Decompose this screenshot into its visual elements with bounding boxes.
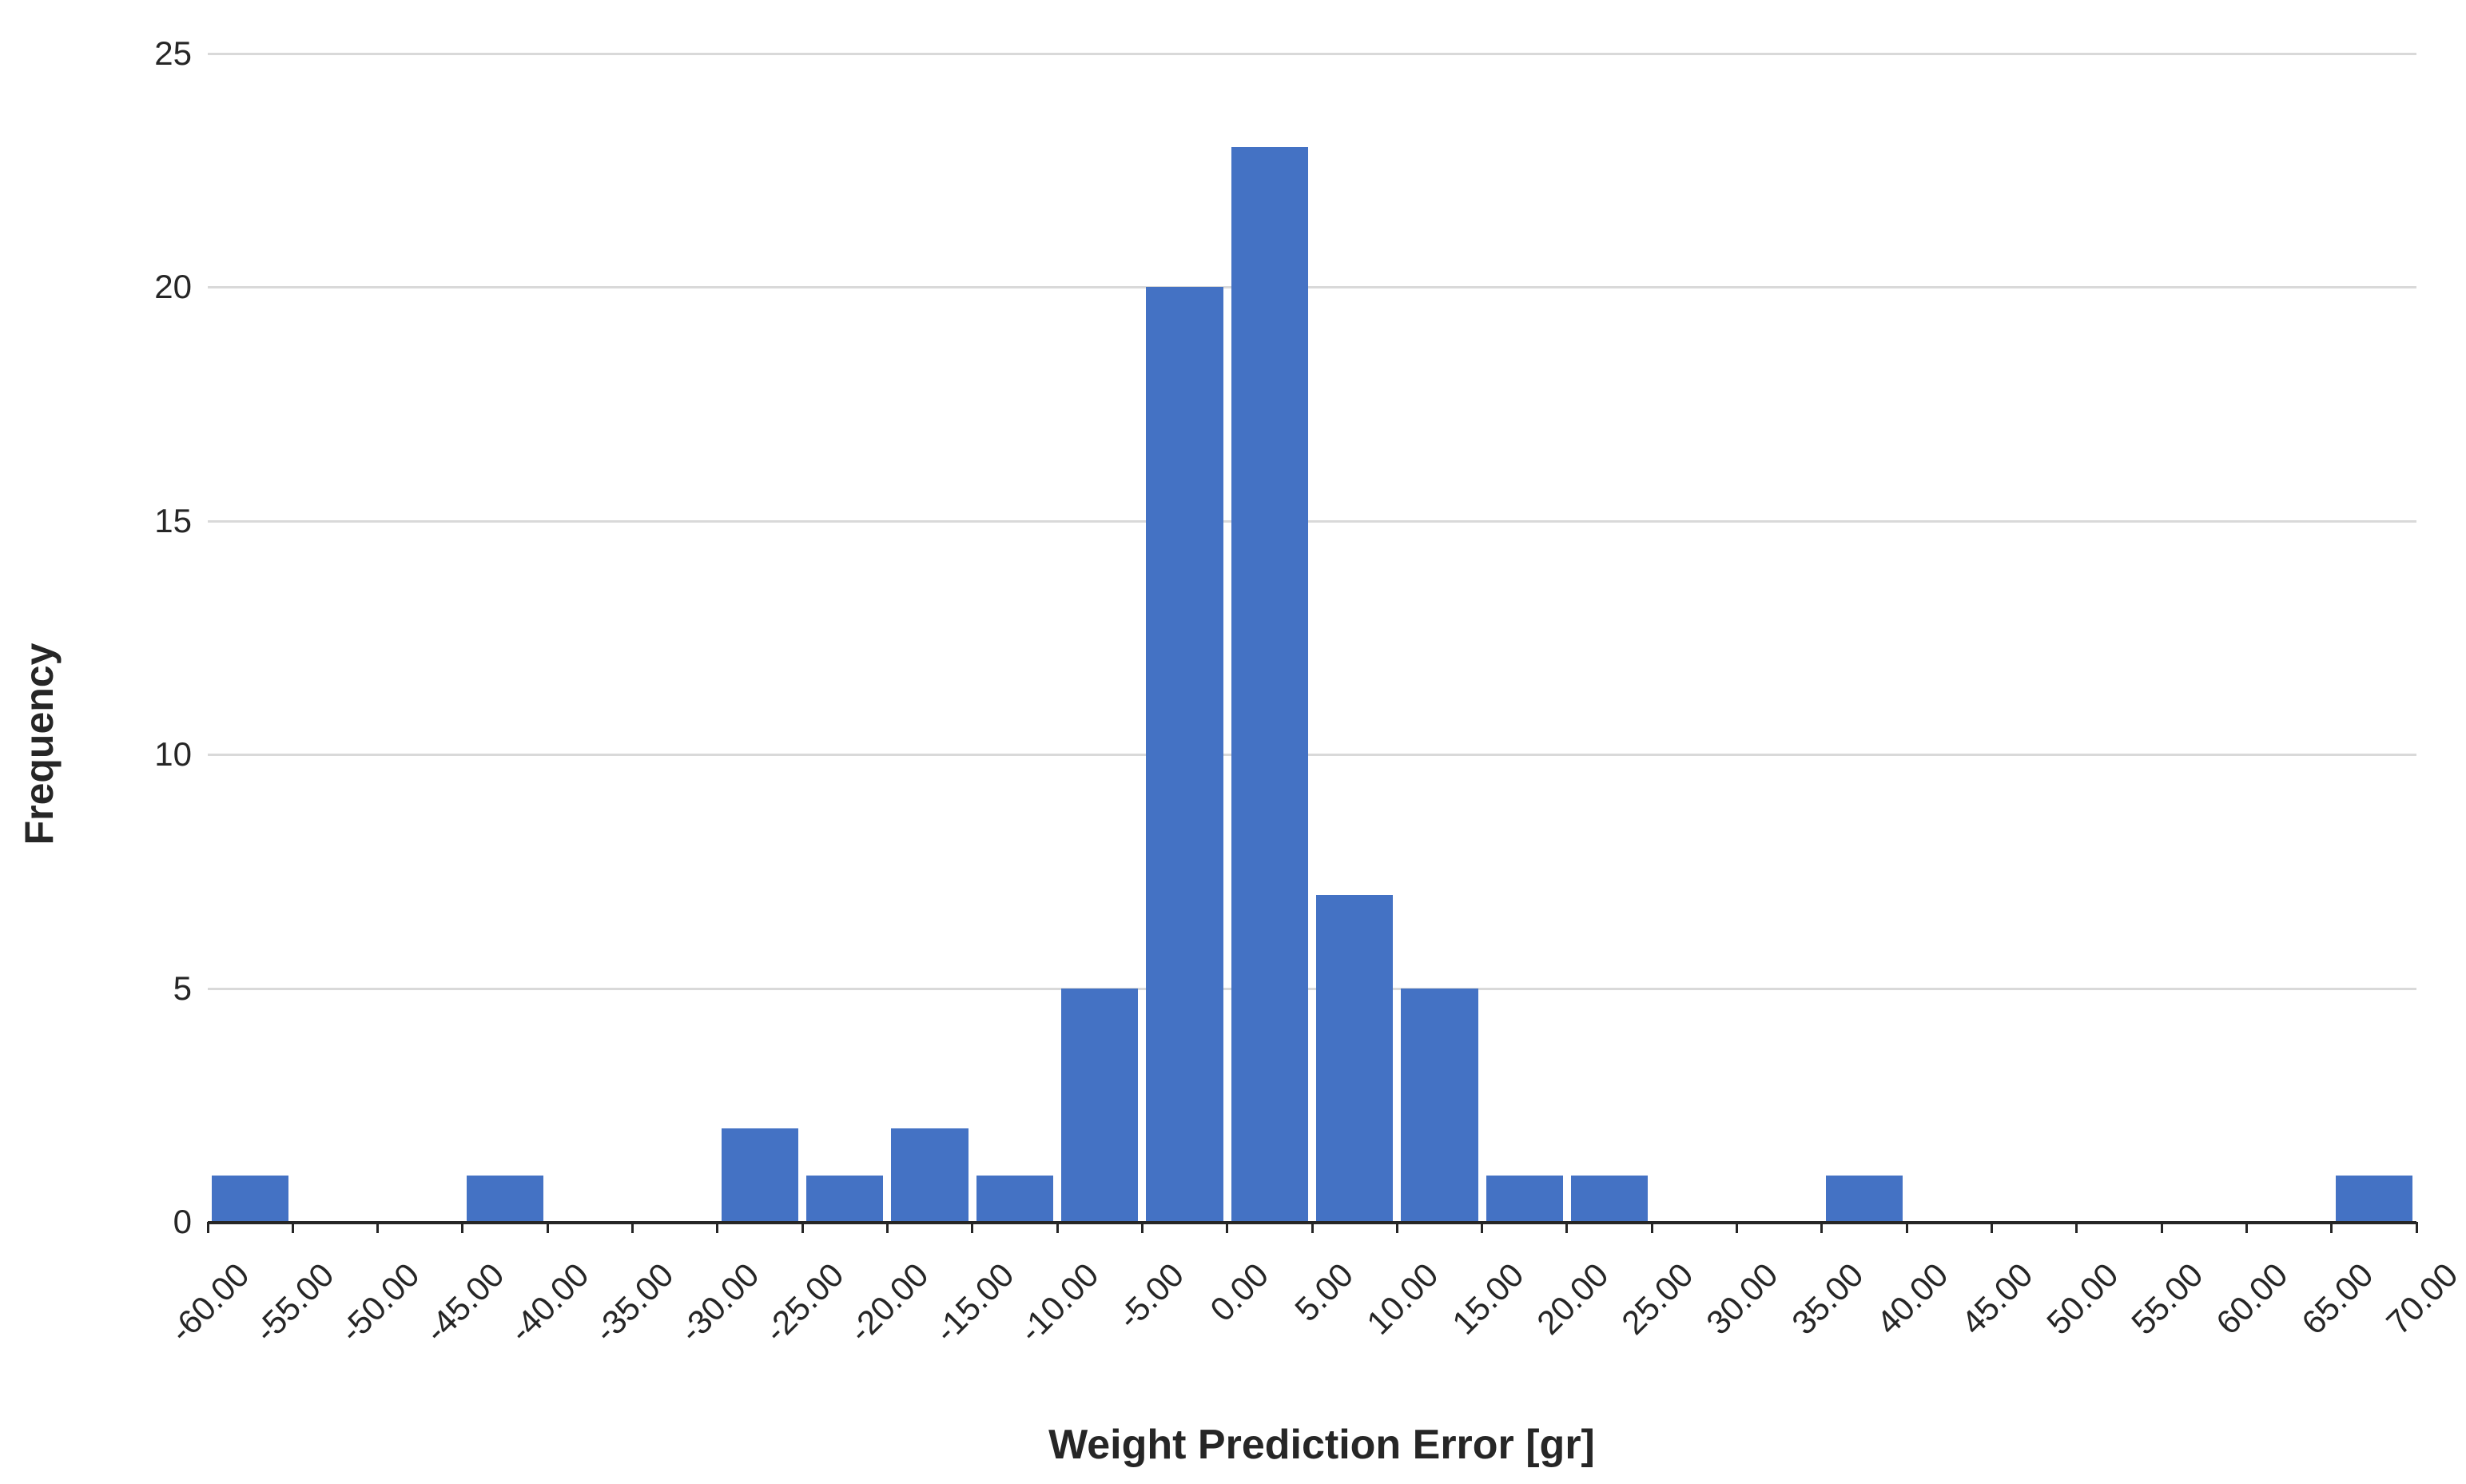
histogram-bar: [2335, 1175, 2412, 1222]
x-tick-mark: [1481, 1222, 1484, 1233]
gridline: [208, 53, 2416, 55]
x-tick-label: 65.00: [2293, 1255, 2380, 1342]
histogram-bar: [1146, 287, 1223, 1222]
x-tick-label: -5.00: [1109, 1255, 1191, 1337]
x-tick-label: -15.00: [926, 1255, 1021, 1350]
x-tick-mark: [1226, 1222, 1229, 1233]
x-tick-label: 50.00: [2038, 1255, 2126, 1342]
y-tick-label: 15: [154, 501, 192, 539]
x-tick-label: -25.00: [757, 1255, 851, 1350]
histogram-bar: [721, 1128, 799, 1222]
gridline: [208, 286, 2416, 289]
x-tick-label: 25.00: [1614, 1255, 1700, 1342]
x-tick-label: -50.00: [332, 1255, 427, 1350]
x-tick-label: -40.00: [502, 1255, 596, 1350]
x-tick-mark: [716, 1222, 719, 1233]
x-tick-mark: [2160, 1222, 2163, 1233]
x-tick-label: -60.00: [162, 1255, 257, 1350]
x-tick-label: -55.00: [247, 1255, 341, 1350]
x-tick-mark: [1736, 1222, 1739, 1233]
x-tick-mark: [1056, 1222, 1059, 1233]
x-tick-label: 60.00: [2209, 1255, 2295, 1342]
x-tick-label: 40.00: [1869, 1255, 1955, 1342]
x-tick-mark: [801, 1222, 804, 1233]
x-tick-label: 5.00: [1287, 1255, 1361, 1329]
x-tick-mark: [1565, 1222, 1569, 1233]
x-axis-title: Weight Prediction Error [gr]: [1048, 1422, 1595, 1468]
histogram-bar: [806, 1175, 884, 1222]
x-tick-mark: [1820, 1222, 1824, 1233]
histogram-bar: [891, 1128, 969, 1222]
x-tick-label: 10.00: [1359, 1255, 1446, 1342]
x-tick-label: 70.00: [2378, 1255, 2465, 1342]
x-tick-mark: [206, 1222, 209, 1233]
x-tick-mark: [1990, 1222, 1993, 1233]
x-tick-mark: [1311, 1222, 1314, 1233]
y-tick-label: 0: [173, 1203, 192, 1240]
histogram-bar: [1825, 1175, 1903, 1222]
y-tick-label: 5: [173, 969, 192, 1007]
y-axis-title: Frequency: [17, 643, 62, 845]
x-tick-mark: [2245, 1222, 2248, 1233]
x-tick-label: 45.00: [1954, 1255, 2040, 1342]
y-tick-label: 20: [154, 268, 192, 306]
y-tick-label: 25: [154, 34, 192, 72]
y-tick-label: 10: [154, 735, 192, 774]
histogram-bar: [212, 1175, 289, 1222]
x-tick-label: 30.00: [1699, 1255, 1786, 1342]
x-tick-mark: [885, 1222, 889, 1233]
x-tick-mark: [631, 1222, 634, 1233]
x-tick-mark: [461, 1222, 464, 1233]
x-tick-label: 35.00: [1784, 1255, 1871, 1342]
x-tick-label: -35.00: [587, 1255, 682, 1350]
histogram-bar: [466, 1175, 544, 1222]
x-tick-label: 20.00: [1529, 1255, 1616, 1342]
histogram-bar: [1570, 1175, 1649, 1222]
histogram-bar: [1401, 988, 1478, 1222]
x-tick-label: -45.00: [417, 1255, 511, 1350]
gridline: [208, 754, 2416, 757]
x-tick-mark: [291, 1222, 294, 1233]
x-tick-label: 15.00: [1444, 1255, 1531, 1342]
x-tick-mark: [546, 1222, 549, 1233]
histogram-bar: [976, 1175, 1054, 1222]
x-tick-mark: [2075, 1222, 2078, 1233]
x-tick-mark: [971, 1222, 974, 1233]
histogram-bar: [1316, 894, 1394, 1222]
x-tick-label: -10.00: [1012, 1255, 1106, 1350]
x-tick-mark: [1140, 1222, 1144, 1233]
x-tick-mark: [1395, 1222, 1398, 1233]
gridline: [208, 987, 2416, 990]
x-tick-mark: [376, 1222, 380, 1233]
x-tick-label: 55.00: [2124, 1255, 2210, 1342]
gridline: [208, 519, 2416, 523]
histogram-bar: [1231, 146, 1308, 1222]
x-tick-mark: [2415, 1222, 2418, 1233]
histogram-bar: [1061, 988, 1139, 1222]
histogram-bar: [1486, 1175, 1563, 1222]
x-tick-label: -20.00: [841, 1255, 936, 1350]
x-tick-label: 0.00: [1203, 1255, 1276, 1329]
x-tick-mark: [2330, 1222, 2333, 1233]
x-tick-mark: [1650, 1222, 1653, 1233]
x-tick-mark: [1905, 1222, 1908, 1233]
x-tick-label: -30.00: [671, 1255, 766, 1350]
